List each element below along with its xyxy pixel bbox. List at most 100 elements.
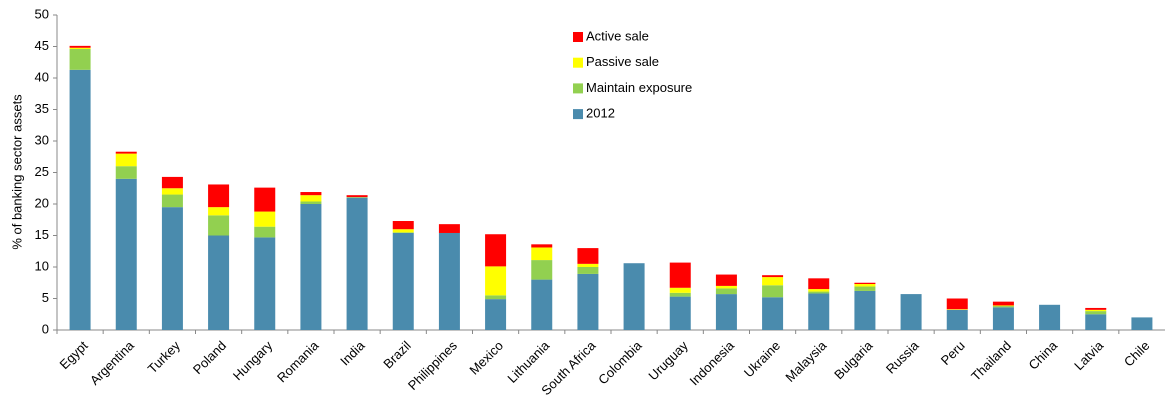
bar-segment — [485, 299, 507, 330]
x-tick-label: Colombia — [595, 337, 645, 387]
y-tick-label: 30 — [35, 132, 49, 147]
x-tick-label: Bulgaria — [831, 337, 876, 382]
bar-segment — [577, 273, 599, 330]
bar-segment — [115, 151, 137, 154]
bar-segment — [485, 266, 507, 296]
bar-segment — [992, 305, 1014, 307]
x-tick-label: China — [1026, 337, 1061, 372]
bar-segment — [300, 201, 322, 204]
legend-swatch — [573, 57, 583, 68]
bar-segment — [115, 178, 137, 330]
bar-segment — [115, 153, 137, 167]
bar-segment — [900, 294, 922, 330]
bar-segment — [669, 296, 691, 330]
x-tick-label: Argentina — [87, 337, 138, 388]
bar-segment — [346, 195, 368, 198]
bar-segment — [69, 49, 91, 70]
bar-segment — [254, 226, 276, 238]
bar-segment — [946, 309, 968, 310]
bar-segment — [577, 267, 599, 274]
x-tick-label: Poland — [190, 338, 229, 377]
bar-segment — [854, 284, 876, 287]
bar-segment — [300, 204, 322, 330]
bar-segment — [577, 263, 599, 267]
bar-segment — [577, 248, 599, 264]
y-tick-label: 5 — [42, 290, 49, 305]
bar-segment — [808, 291, 830, 294]
bar-segment — [161, 194, 183, 208]
legend-swatch — [573, 32, 583, 42]
bar-segment — [346, 197, 368, 330]
y-tick-label: 40 — [35, 69, 49, 84]
bar-segment — [992, 306, 1014, 308]
bar-segment — [946, 298, 968, 310]
bar-segment — [346, 197, 368, 198]
x-tick-label: Indonesia — [686, 337, 737, 388]
bar-segment — [1085, 309, 1107, 312]
y-tick-label: 25 — [35, 164, 49, 179]
x-tick-label: Brazil — [380, 338, 414, 372]
bar-segment — [208, 215, 230, 236]
bar-segment — [392, 221, 414, 230]
bar-segment — [69, 45, 91, 48]
bar-segment — [115, 166, 137, 179]
bar-segment — [69, 47, 91, 50]
x-tick-label: Uruguay — [645, 338, 691, 384]
bar-segment — [485, 234, 507, 267]
x-tick-label: Hungary — [230, 338, 276, 384]
bar-segment — [669, 262, 691, 288]
bar-segment — [69, 69, 91, 330]
bar-segment — [438, 224, 460, 233]
bar-segment — [715, 285, 737, 289]
bar-segment — [1085, 314, 1107, 330]
bar-segment — [208, 184, 230, 208]
y-tick-label: 0 — [42, 321, 49, 336]
bar-segment — [992, 307, 1014, 330]
bar-segment — [808, 289, 830, 292]
y-tick-label: 15 — [35, 227, 49, 242]
y-tick-label: 45 — [35, 38, 49, 53]
bar-segment — [1039, 304, 1061, 330]
x-tick-label: Peru — [938, 338, 968, 368]
x-tick-label: India — [337, 337, 368, 368]
legend-label: Passive sale — [586, 54, 659, 69]
bar-segment — [715, 288, 737, 295]
bar-segment — [762, 285, 784, 298]
bar-segment — [300, 192, 322, 196]
bar-segment — [1085, 311, 1107, 315]
bar-segment — [161, 207, 183, 330]
bar-segment — [161, 176, 183, 189]
bar-segment — [669, 292, 691, 297]
bar-segment — [254, 187, 276, 212]
y-tick-label: 20 — [35, 195, 49, 210]
bar-segment — [946, 309, 968, 330]
bar-segment — [762, 297, 784, 330]
y-tick-label: 50 — [35, 6, 49, 21]
bar-segment — [992, 301, 1014, 306]
bar-segment — [623, 263, 645, 330]
bar-segment — [531, 247, 553, 261]
x-tick-label: Latvia — [1071, 337, 1107, 373]
bar-segment — [715, 274, 737, 286]
x-tick-label: Turkey — [145, 338, 184, 377]
bar-segment — [531, 244, 553, 248]
bar-segment — [808, 278, 830, 290]
bar-segment — [1131, 317, 1153, 330]
x-tick-label: Chile — [1121, 338, 1153, 370]
legend-label: 2012 — [586, 106, 615, 121]
x-tick-label: Ukraine — [741, 338, 783, 380]
bar-segment — [392, 229, 414, 233]
bar-segment — [392, 232, 414, 233]
legend-swatch — [573, 109, 583, 120]
bar-segment — [762, 275, 784, 278]
bar-segment — [762, 277, 784, 286]
x-tick-label: Thailand — [968, 338, 1014, 384]
bar-segment — [438, 232, 460, 330]
bar-segment — [854, 290, 876, 330]
bar-segment — [208, 235, 230, 330]
x-tick-label: Philippines — [405, 338, 460, 393]
x-tick-label: Mexico — [466, 338, 506, 378]
bar-segment — [854, 282, 876, 285]
x-tick-label: Romania — [274, 337, 322, 385]
y-tick-label: 35 — [35, 101, 49, 116]
